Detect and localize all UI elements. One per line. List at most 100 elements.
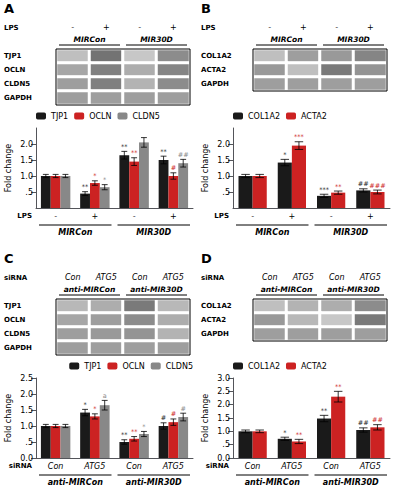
- svg-text:CLDN5: CLDN5: [166, 362, 193, 371]
- svg-text:2.0: 2.0: [20, 140, 33, 149]
- svg-text:LPS: LPS: [4, 24, 19, 32]
- svg-text:anti-MIR30D: anti-MIR30D: [126, 478, 182, 487]
- svg-text:anti-MIR30D: anti-MIR30D: [323, 478, 379, 487]
- svg-text:OCLN: OCLN: [122, 362, 144, 371]
- svg-text:GAPDH: GAPDH: [201, 330, 229, 338]
- svg-text:ATG5: ATG5: [280, 462, 302, 471]
- svg-text:2.5: 2.5: [217, 387, 230, 396]
- svg-text:ACTA2: ACTA2: [301, 112, 327, 121]
- svg-text:+: +: [170, 23, 177, 32]
- svg-text:**: **: [131, 428, 138, 436]
- svg-text:B: B: [201, 1, 211, 16]
- svg-text:anti-MIRCon: anti-MIRCon: [48, 478, 103, 487]
- svg-text:-: -: [133, 212, 136, 221]
- svg-text:-: -: [330, 212, 333, 221]
- svg-text:siRNA: siRNA: [206, 462, 230, 470]
- svg-text:LPS: LPS: [201, 24, 216, 32]
- svg-text:**: **: [296, 431, 303, 439]
- svg-text:TJP1: TJP1: [50, 112, 68, 121]
- svg-text:ATG5: ATG5: [95, 273, 117, 282]
- svg-text:a: a: [103, 392, 107, 400]
- svg-text:2.0: 2.0: [20, 390, 33, 399]
- svg-text:##: ##: [372, 416, 383, 424]
- svg-text:-: -: [251, 212, 254, 221]
- svg-text:-: -: [138, 23, 141, 32]
- svg-text:-: -: [54, 212, 57, 221]
- svg-text:*: *: [83, 401, 87, 409]
- svg-text:anti-MIR30D: anti-MIR30D: [327, 285, 379, 294]
- svg-text:OCLN: OCLN: [89, 112, 111, 121]
- svg-text:**: **: [335, 383, 342, 391]
- svg-text:Con: Con: [329, 273, 345, 282]
- svg-text:anti-MIRCon: anti-MIRCon: [64, 285, 116, 294]
- svg-text:#: #: [171, 164, 176, 172]
- svg-text:-: -: [268, 23, 271, 32]
- svg-text:+: +: [103, 23, 110, 32]
- svg-text:+: +: [367, 212, 374, 221]
- svg-text:1.5: 1.5: [217, 414, 230, 423]
- svg-text:1.0: 1.0: [217, 172, 230, 181]
- svg-text:Con: Con: [132, 273, 148, 282]
- svg-text:1.5: 1.5: [217, 156, 230, 165]
- svg-text:.5: .5: [222, 188, 230, 197]
- svg-text:LPS: LPS: [17, 212, 32, 220]
- svg-text:TJP1: TJP1: [4, 52, 22, 60]
- svg-text:*: *: [93, 405, 97, 413]
- svg-text:ATG5: ATG5: [83, 462, 105, 471]
- svg-text:.5: .5: [25, 438, 33, 447]
- svg-text:**: **: [121, 143, 128, 151]
- svg-text:**: **: [335, 183, 342, 191]
- svg-text:CLDN5: CLDN5: [4, 330, 30, 338]
- svg-text:A: A: [4, 1, 14, 16]
- svg-text:+: +: [300, 23, 307, 32]
- svg-text:**: **: [131, 149, 138, 157]
- svg-text:2.0: 2.0: [217, 400, 230, 409]
- svg-text:OCLN: OCLN: [4, 316, 26, 324]
- svg-text:+: +: [170, 212, 177, 221]
- svg-text:*: *: [283, 151, 287, 159]
- svg-text:CLDN5: CLDN5: [4, 80, 30, 88]
- svg-text:Con: Con: [126, 462, 142, 471]
- svg-text:2.5: 2.5: [20, 374, 33, 383]
- svg-text:+: +: [289, 212, 296, 221]
- svg-text:anti-MIRCon: anti-MIRCon: [245, 478, 300, 487]
- svg-text:GAPDH: GAPDH: [4, 94, 32, 102]
- svg-text:TJP1: TJP1: [4, 302, 22, 310]
- svg-text:1.5: 1.5: [20, 406, 33, 415]
- svg-text:#: #: [161, 414, 166, 422]
- svg-text:ATG5: ATG5: [359, 462, 381, 471]
- svg-text:ATG5: ATG5: [359, 273, 381, 282]
- svg-text:ACTA2: ACTA2: [301, 362, 327, 371]
- svg-text:ATG5: ATG5: [162, 462, 184, 471]
- svg-text:+: +: [367, 23, 374, 32]
- svg-text:**: **: [321, 407, 328, 415]
- svg-text:MIRCon: MIRCon: [255, 228, 289, 237]
- svg-text:OCLN: OCLN: [4, 66, 26, 74]
- svg-text:-: -: [71, 23, 74, 32]
- svg-text:COL1A2: COL1A2: [248, 112, 280, 121]
- svg-text:**: **: [121, 431, 128, 439]
- svg-text:MIRCon: MIRCon: [73, 35, 105, 44]
- svg-text:MIR30D: MIR30D: [333, 228, 368, 237]
- svg-text:***: ***: [319, 186, 330, 194]
- svg-text:**: **: [82, 183, 89, 191]
- svg-text:Con: Con: [262, 273, 278, 282]
- svg-text:-: -: [335, 23, 338, 32]
- svg-text:anti-MIRCon: anti-MIRCon: [261, 285, 313, 294]
- svg-text:3.0: 3.0: [217, 374, 230, 383]
- svg-text:MIRCon: MIRCon: [58, 228, 92, 237]
- svg-text:###: ###: [369, 182, 385, 190]
- svg-text:Fold change: Fold change: [4, 394, 13, 443]
- svg-text:GAPDH: GAPDH: [4, 344, 32, 352]
- svg-text:1.0: 1.0: [217, 427, 230, 436]
- svg-text:Con: Con: [323, 462, 339, 471]
- svg-text:*: *: [142, 423, 146, 431]
- svg-text:C: C: [4, 251, 14, 266]
- svg-text:ACTA2: ACTA2: [201, 316, 226, 324]
- svg-text:siRNA: siRNA: [201, 274, 225, 282]
- svg-text:LPS: LPS: [214, 212, 229, 220]
- svg-text:COL1A2: COL1A2: [248, 362, 280, 371]
- svg-text:Con: Con: [65, 273, 81, 282]
- svg-text:##: ##: [178, 151, 189, 159]
- svg-text:##: ##: [358, 180, 369, 188]
